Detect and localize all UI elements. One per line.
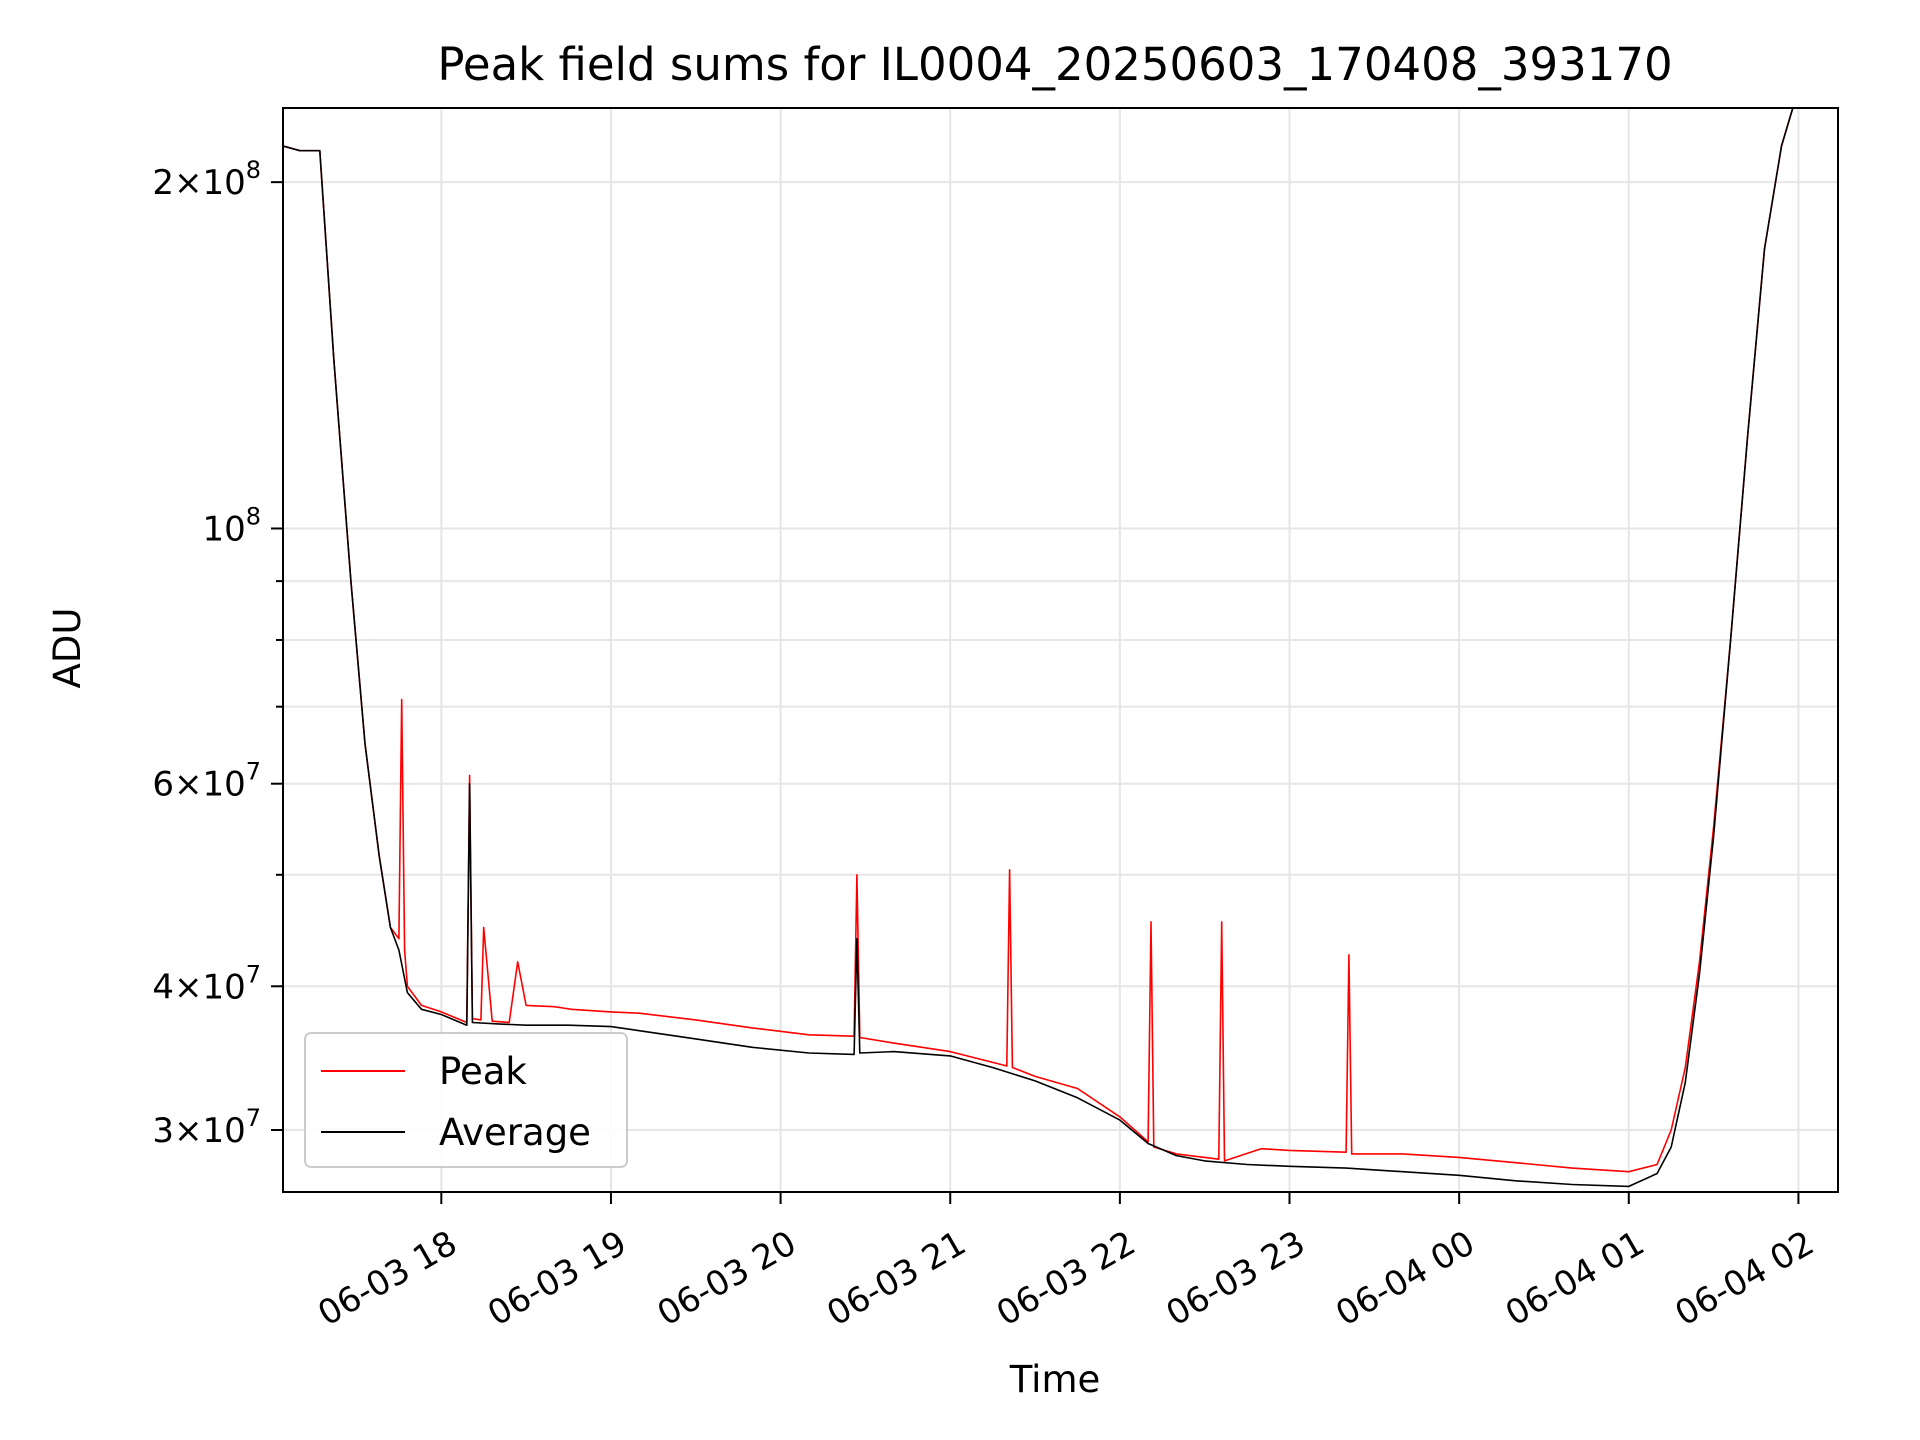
legend: Peak Average: [304, 1032, 628, 1168]
y-tick-exponent: 8: [246, 502, 261, 530]
chart-title: Peak field sums for IL0004_20250603_1704…: [437, 38, 1672, 91]
y-tick-mantissa: 6: [152, 765, 174, 805]
y-tick-mantissa: 3: [152, 1111, 174, 1151]
y-tick-exponent: 7: [246, 758, 261, 786]
x-axis-label: Time: [1009, 1358, 1101, 1401]
y-tick-label: 2×108: [152, 156, 261, 203]
y-tick-times: ×10: [174, 765, 246, 805]
plot-frame: [282, 107, 1839, 1193]
legend-label-average: Average: [439, 1111, 591, 1154]
series-line-average: [283, 108, 1805, 1188]
y-tick-times: ×10: [174, 163, 246, 203]
y-tick-base: 10: [202, 509, 245, 549]
y-tick-label: 3×107: [152, 1104, 261, 1151]
y-tick-times: ×10: [174, 1111, 246, 1151]
y-tick-mantissa: 2: [152, 163, 174, 203]
y-tick-label: 108: [202, 502, 261, 549]
y-tick-label: 4×107: [152, 960, 261, 1007]
y-tick-exponent: 7: [246, 960, 261, 988]
y-tick-label: 6×107: [152, 758, 261, 805]
grid: [283, 108, 1838, 1192]
y-tick-mantissa: 4: [152, 967, 174, 1007]
y-tick-exponent: 8: [246, 156, 261, 184]
series-line-peak: [283, 108, 1805, 1173]
legend-box: [304, 1032, 628, 1168]
legend-label-peak: Peak: [439, 1050, 527, 1093]
y-tick-exponent: 7: [246, 1104, 261, 1132]
series-layer: [283, 108, 1805, 1188]
y-axis-label: ADU: [46, 608, 89, 689]
y-tick-times: ×10: [174, 967, 246, 1007]
